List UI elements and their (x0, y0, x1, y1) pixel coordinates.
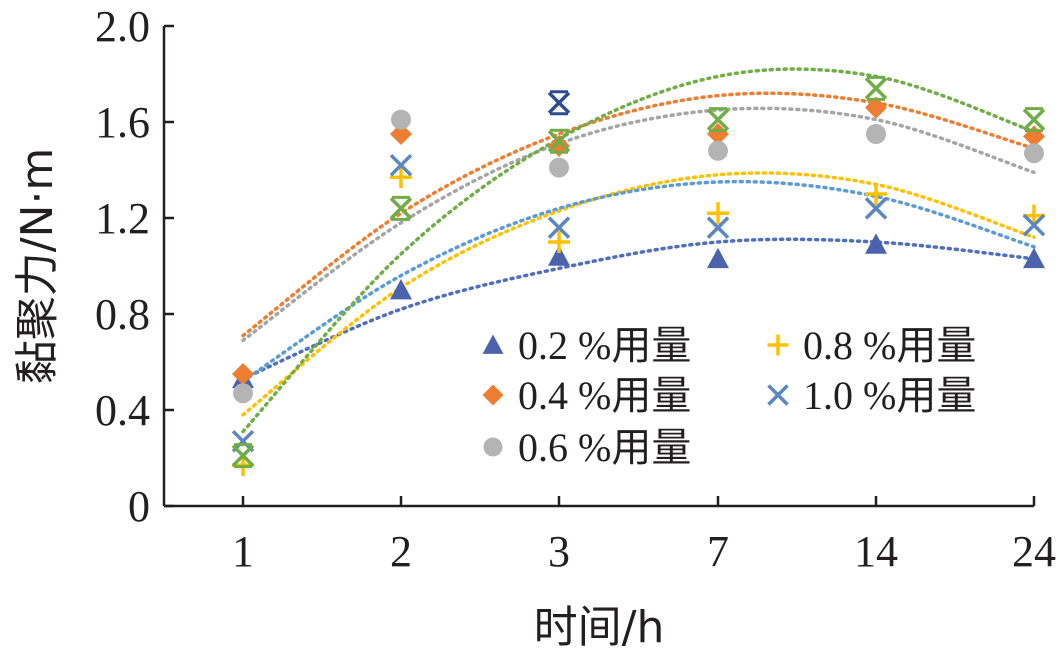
y-axis-title: 黏聚力/N·m (12, 148, 63, 385)
legend-label-4: 1.0 %用量 (803, 373, 976, 418)
point-series-0-2 (390, 279, 412, 300)
x-axis-title: 时间/h (534, 602, 665, 652)
point-series-1-24 (1023, 125, 1045, 148)
legend-marker-1 (482, 384, 504, 406)
trendline-series-3 (241, 171, 1036, 417)
axes (162, 26, 1034, 508)
point-series-2-2 (391, 109, 411, 130)
point-series-0-24 (1023, 247, 1045, 269)
legend-marker-4 (767, 384, 789, 406)
y-tick-label: 1.6 (95, 98, 150, 147)
legend-marker-2 (483, 437, 503, 457)
trendline-series-0 (241, 237, 1036, 381)
x-tick-label: 1 (232, 527, 254, 576)
point-series-2-7 (708, 140, 728, 161)
point-series-5-24 (1022, 107, 1046, 133)
point-series-1-7 (707, 123, 729, 145)
legend-label-3: 0.8 %用量 (803, 323, 976, 368)
point-series-2-14 (866, 124, 886, 144)
trendline-series-1 (241, 91, 1036, 338)
legend: 0.2 %用量 0.8 %用量 0.4 %用量 1.0 %用量 0.6 %用量 (482, 323, 976, 470)
y-tick-label: 0.4 (95, 386, 150, 435)
point-series-5-7 (706, 107, 730, 133)
legend-marker-3 (767, 334, 789, 356)
y-ticks: 0 0.4 0.8 1.2 1.6 2.0 (95, 2, 174, 531)
point-series-4-2 (389, 153, 413, 177)
legend-label-1: 0.4 %用量 (518, 373, 691, 418)
legend-label-0: 0.2 %用量 (518, 323, 691, 368)
y-tick-label: 2.0 (95, 2, 150, 51)
point-series-4-7 (706, 216, 730, 239)
trendline-series-4 (241, 179, 1036, 383)
point-series-5-2 (389, 195, 413, 221)
data-points (231, 75, 1046, 477)
point-series-2-3 (549, 157, 569, 178)
x-tick-label: 7 (707, 527, 729, 576)
point-series-1-1 (232, 363, 254, 385)
x-tick-label: 3 (548, 527, 570, 576)
x-ticks: 1 2 3 7 14 24 (232, 496, 1056, 576)
point-series-5-3 (547, 128, 571, 154)
point-series-2-24 (1024, 143, 1044, 164)
x-tick-label: 2 (390, 527, 412, 576)
point-series-0-3 (548, 245, 570, 266)
legend-label-2: 0.6 %用量 (518, 425, 691, 470)
point-series-4-14 (864, 197, 888, 220)
x-tick-label: 14 (854, 527, 898, 576)
y-tick-label: 0.8 (95, 290, 150, 339)
point-series-3-14 (865, 183, 887, 205)
point-series-3-3 (548, 231, 570, 253)
point-series-1-2 (390, 123, 412, 145)
point-series-4-3 (547, 216, 571, 239)
point-series-4-24 (1022, 213, 1046, 237)
point-series-5-1 (231, 443, 255, 469)
legend-marker-0 (482, 334, 504, 354)
point-series-6-3 (547, 90, 571, 116)
point-series-2-1 (233, 383, 253, 404)
point-series-3-7 (707, 202, 729, 225)
y-tick-label: 0 (128, 482, 150, 531)
point-series-5-14 (864, 75, 888, 101)
x-tick-label: 24 (1012, 527, 1056, 576)
point-series-0-7 (707, 247, 729, 269)
point-series-1-14 (865, 96, 887, 119)
point-series-0-14 (865, 233, 887, 254)
point-series-3-2 (390, 166, 412, 189)
y-tick-label: 1.2 (95, 194, 150, 243)
trendline-series-2 (241, 106, 1036, 343)
